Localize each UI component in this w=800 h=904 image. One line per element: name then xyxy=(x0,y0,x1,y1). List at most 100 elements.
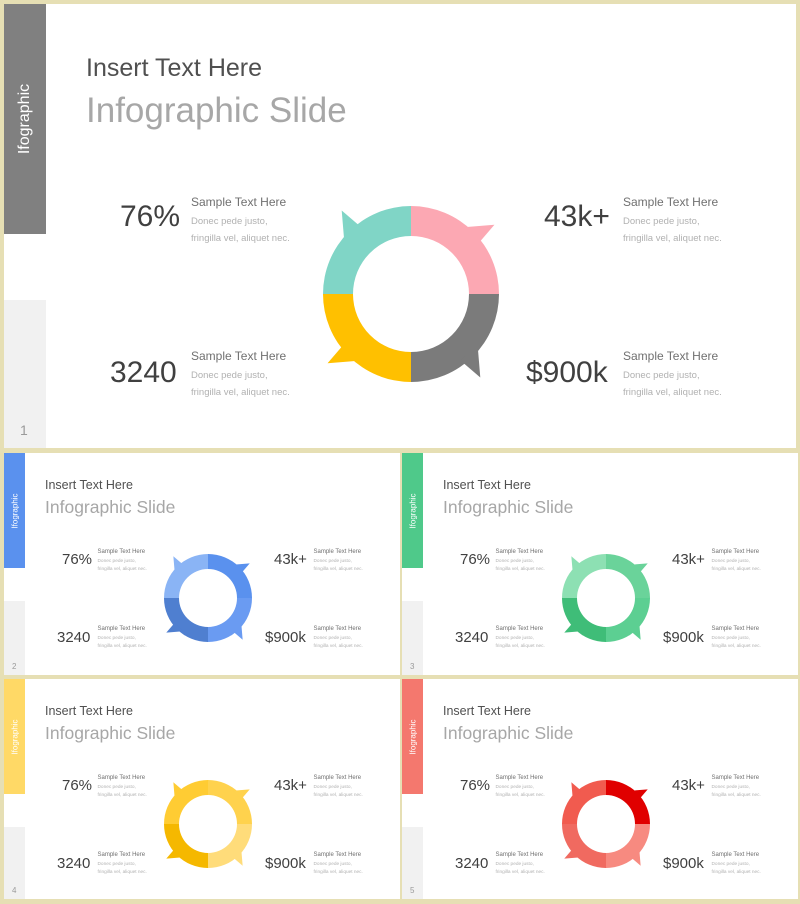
donut-segment-top-left xyxy=(323,206,411,294)
donut-pointer-tr xyxy=(630,789,648,800)
side-gray-strip xyxy=(4,827,25,899)
slide-thumbnail-5[interactable]: Ifographic 5 Insert Text Here Infographic S… xyxy=(402,679,798,899)
side-gray-strip xyxy=(4,601,25,675)
text-description: Donec pede justo, fringilla vel, aliquet… xyxy=(313,635,363,650)
text-description: Donec pede justo, fringilla vel, aliquet… xyxy=(711,861,761,876)
slide-number: 5 xyxy=(410,886,415,895)
text-description: Donec pede justo, fringilla vel, aliquet… xyxy=(97,861,147,876)
text-heading: Sample Text Here xyxy=(313,851,362,858)
stat-top-left-text: Sample Text Here Donec pede justo, fringi… xyxy=(98,773,148,801)
text-description: Donec pede justo, fringilla vel, aliquet… xyxy=(495,784,545,799)
stat-top-right-value: 43k+ xyxy=(274,777,307,794)
text-heading: Sample Text Here xyxy=(313,548,362,555)
donut-pointer-tr xyxy=(460,224,495,245)
stat-bottom-right-value: $900k xyxy=(663,855,704,872)
slide-thumbnail-3[interactable]: Ifographic 3 Insert Text Here Infographic S… xyxy=(402,453,798,675)
donut-infographic xyxy=(561,780,650,868)
text-heading: Sample Text Here xyxy=(313,625,362,632)
stat-top-left-value: 76% xyxy=(120,200,181,233)
side-tab-label: Ifographic xyxy=(10,718,19,755)
stat-top-right-text: Sample Text Here Donec pede justo, fringi… xyxy=(314,547,364,575)
text-description: Donec pede justo, fringilla vel, aliquet… xyxy=(495,861,545,876)
text-heading: Sample Text Here xyxy=(97,774,146,781)
stat-bottom-left-value: 3240 xyxy=(110,356,177,389)
donut-pointer-br xyxy=(630,848,641,866)
text-heading: Sample Text Here xyxy=(495,548,544,555)
donut-segment-top-left xyxy=(163,780,208,824)
slide-thumbnail-4[interactable]: Ifographic 4 Insert Text Here Infographic S… xyxy=(4,679,400,899)
side-gray-strip xyxy=(402,827,423,899)
text-heading: Sample Text Here xyxy=(711,774,760,781)
stat-top-right-value: 43k+ xyxy=(672,551,705,568)
donut-infographic xyxy=(163,554,252,642)
text-description: Donec pede justo, fringilla vel, aliquet… xyxy=(495,558,545,573)
text-heading: Sample Text Here xyxy=(495,625,544,632)
stat-bottom-right-text: Sample Text Here Donec pede justo, fringi… xyxy=(314,850,364,878)
donut-pointer-br xyxy=(232,622,243,640)
text-heading: Sample Text Here xyxy=(495,774,544,781)
stat-top-left-value: 76% xyxy=(62,551,93,568)
text-description: Donec pede justo, fringilla vel, aliquet… xyxy=(623,216,722,244)
stat-top-left-value: 76% xyxy=(62,777,93,794)
side-gray-strip xyxy=(402,601,423,675)
donut-pointer-bl xyxy=(165,622,183,633)
title-line-2: Infographic Slide xyxy=(45,722,176,743)
donut-segment-bottom-right xyxy=(605,824,650,868)
title-line-1: Insert Text Here xyxy=(443,478,532,492)
stat-bottom-right-value: $900k xyxy=(265,855,306,872)
text-description: Donec pede justo, fringilla vel, aliquet… xyxy=(97,635,147,650)
donut-segment-top-right xyxy=(605,780,650,824)
donut-infographic xyxy=(163,780,252,868)
donut-pointer-bl xyxy=(327,343,362,364)
stat-bottom-right-value: $900k xyxy=(663,629,704,646)
side-tab-label: Ifographic xyxy=(10,492,19,529)
stat-bottom-left-text: Sample Text Here Donec pede justo, fringi… xyxy=(496,850,546,878)
title-line-1: Insert Text Here xyxy=(443,704,532,718)
stat-top-right-value: 43k+ xyxy=(274,551,307,568)
text-heading: Sample Text Here xyxy=(623,349,719,363)
text-heading: Sample Text Here xyxy=(191,349,287,363)
text-heading: Sample Text Here xyxy=(711,851,760,858)
side-tab-label: Ifographic xyxy=(408,492,417,529)
side-tab: Ifographic xyxy=(402,453,423,568)
text-heading: Sample Text Here xyxy=(711,548,760,555)
slide-thumbnail-2[interactable]: Ifographic 2 Insert Text Here Infographic S… xyxy=(4,453,400,675)
stat-top-left-text: Sample Text Here Donec pede justo, fringi… xyxy=(98,547,148,575)
donut-pointer-tl xyxy=(172,782,183,800)
text-heading: Sample Text Here xyxy=(191,195,287,209)
donut-pointer-br xyxy=(630,622,641,640)
text-description: Donec pede justo, fringilla vel, aliquet… xyxy=(97,558,147,573)
stat-top-right-text: Sample Text Here Donec pede justo, fringi… xyxy=(623,191,723,247)
text-description: Donec pede justo, fringilla vel, aliquet… xyxy=(623,370,722,398)
donut-segment-bottom-left xyxy=(163,598,208,642)
side-tab: Ifographic xyxy=(4,4,46,234)
donut-pointer-tl xyxy=(341,210,362,245)
stat-top-left-text: Sample Text Here Donec pede justo, fringi… xyxy=(496,773,546,801)
text-description: Donec pede justo, fringilla vel, aliquet… xyxy=(191,216,290,244)
stat-top-left-value: 76% xyxy=(460,777,491,794)
donut-pointer-tr xyxy=(630,563,648,574)
title-line-1: Insert Text Here xyxy=(45,478,134,492)
stat-top-right-text: Sample Text Here Donec pede justo, fringi… xyxy=(314,773,364,801)
donut-segment-bottom-right xyxy=(207,598,252,642)
text-heading: Sample Text Here xyxy=(313,774,362,781)
text-description: Donec pede justo, fringilla vel, aliquet… xyxy=(313,784,363,799)
side-tab: Ifographic xyxy=(4,679,25,794)
text-heading: Sample Text Here xyxy=(97,625,146,632)
slide-number: 2 xyxy=(12,662,17,671)
text-description: Donec pede justo, fringilla vel, aliquet… xyxy=(711,558,761,573)
stat-bottom-left-text: Sample Text Here Donec pede justo, fringi… xyxy=(98,850,148,878)
slide-thumbnail-1[interactable]: Ifographic 1 Insert Text Here Infographic S… xyxy=(4,4,796,448)
donut-segment-bottom-right xyxy=(207,824,252,868)
stat-top-left-text: Sample Text Here Donec pede justo, fringi… xyxy=(496,547,546,575)
donut-pointer-bl xyxy=(563,622,581,633)
donut-pointer-br xyxy=(460,343,481,378)
donut-infographic xyxy=(323,206,499,382)
donut-segment-top-left xyxy=(163,554,208,598)
donut-pointer-tl xyxy=(172,556,183,574)
text-heading: Sample Text Here xyxy=(623,195,719,209)
slide-number: 1 xyxy=(20,422,28,438)
stat-bottom-right-text: Sample Text Here Donec pede justo, fringi… xyxy=(712,624,762,652)
stat-bottom-left-value: 3240 xyxy=(57,629,91,646)
stat-bottom-left-value: 3240 xyxy=(455,855,489,872)
